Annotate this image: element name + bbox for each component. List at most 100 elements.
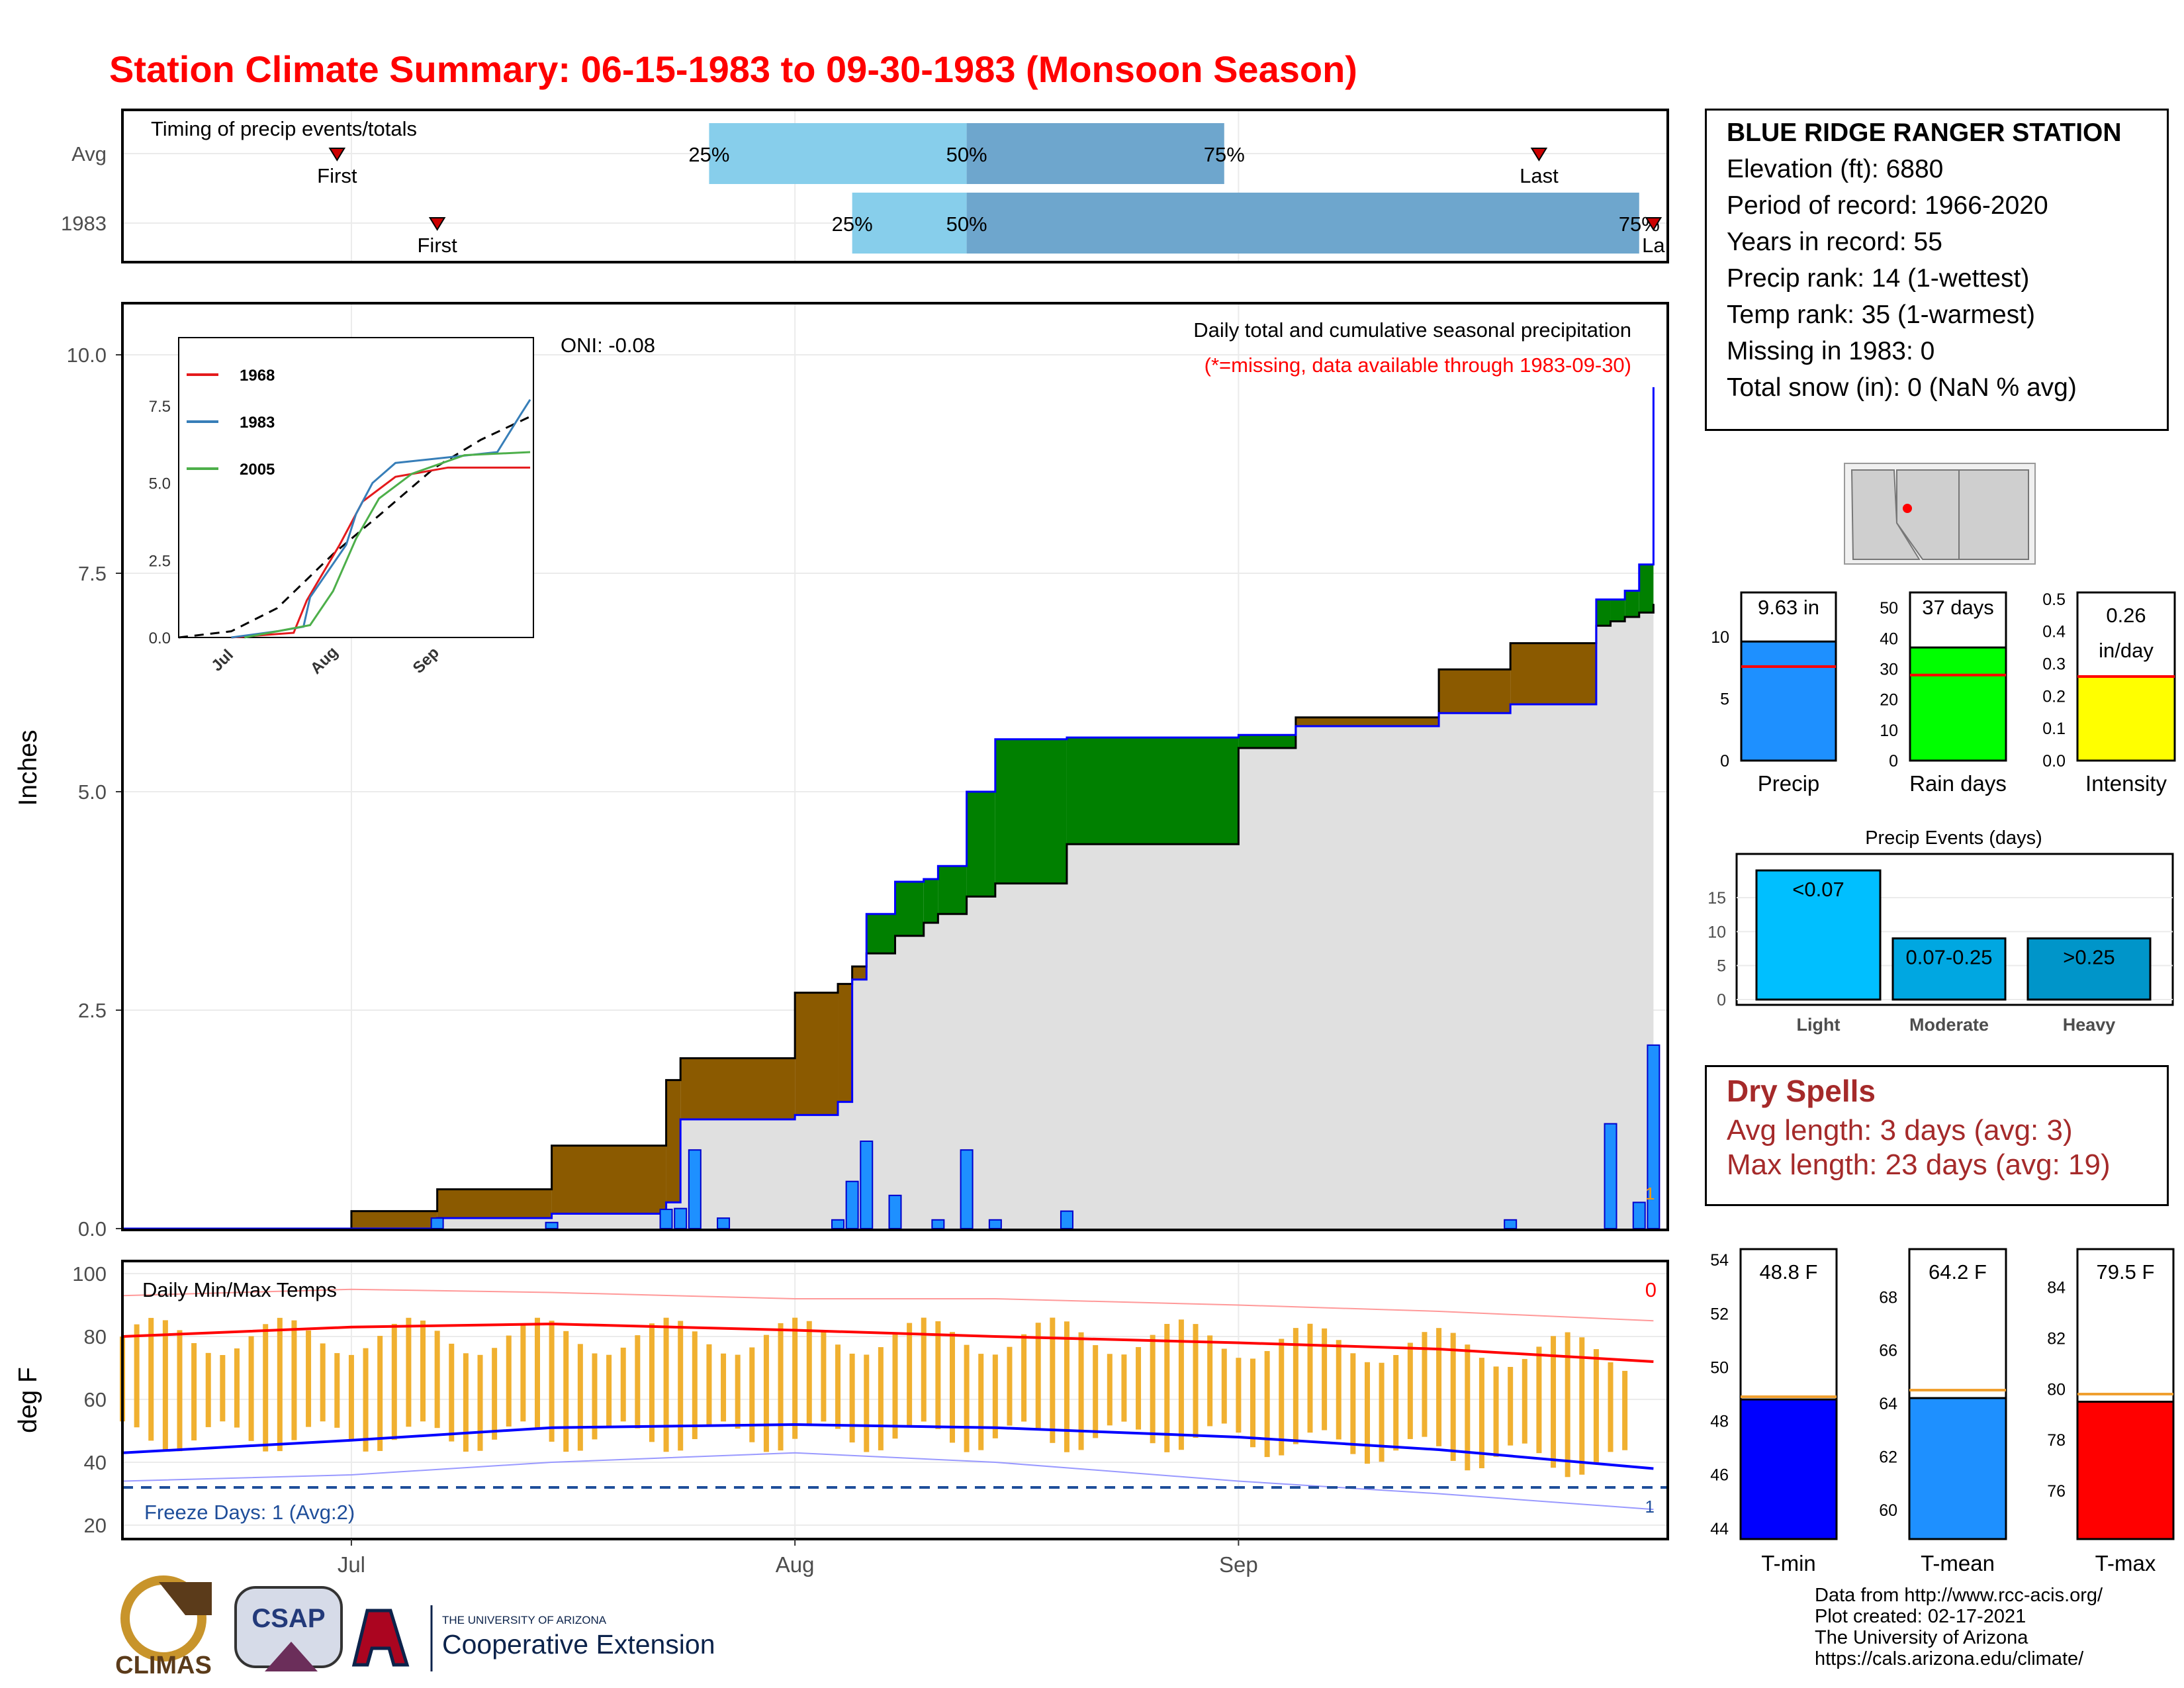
daily-temp-bar xyxy=(635,1335,641,1429)
daily-temp-bar xyxy=(291,1320,297,1440)
daily-precip-bar xyxy=(960,1149,974,1229)
summary-category-label: Intensity xyxy=(2085,771,2167,796)
surplus-area xyxy=(1639,564,1654,613)
temp-summary-bar xyxy=(2076,1401,2175,1540)
record-max-line xyxy=(122,1288,1654,1322)
summary-category-label: Rain days xyxy=(1909,771,2007,796)
daily-temp-bar xyxy=(763,1335,769,1452)
temp-summary-ytick: 60 xyxy=(1879,1501,1897,1520)
record-min-line xyxy=(122,1452,1654,1511)
daily-temp-bar xyxy=(864,1354,870,1452)
daily-temp-bar xyxy=(1250,1358,1256,1448)
surplus-area xyxy=(1596,599,1611,626)
temp-summary-value-label: 79.5 F xyxy=(2097,1260,2155,1284)
daily-temp-bar xyxy=(1307,1323,1313,1433)
temp-summary-value-label: 48.8 F xyxy=(1760,1260,1818,1284)
daily-temp-bar xyxy=(234,1348,240,1428)
daily-temp-bar xyxy=(692,1331,698,1440)
daily-temp-bar xyxy=(391,1323,397,1440)
temp-summary-category-label: T-mean xyxy=(1921,1551,1995,1575)
timing-label-50: 50% xyxy=(946,212,987,236)
surplus-area xyxy=(1610,599,1625,622)
climas-logo-ring xyxy=(120,1575,206,1662)
daily-temp-bar xyxy=(1593,1349,1599,1464)
daily-temp-bar xyxy=(1064,1321,1069,1452)
daily-temp-bar xyxy=(1050,1317,1056,1443)
map-state-west xyxy=(1850,469,1921,560)
daily-temp-bar xyxy=(1379,1362,1385,1462)
daily-temp-bar xyxy=(949,1332,955,1443)
daily-temp-bar xyxy=(1364,1362,1370,1464)
dry-spells-title: Dry Spells xyxy=(1727,1074,1876,1108)
daily-temp-bar xyxy=(620,1347,626,1422)
timing-label-75: 75% xyxy=(1204,143,1245,166)
event-value-label: >0.25 xyxy=(2063,946,2115,969)
precip-ytick: 7.5 xyxy=(78,562,107,585)
summary-category-label: Precip xyxy=(1758,771,1820,796)
station-precip-rank: Precip rank: 14 (1-wettest) xyxy=(1727,264,2030,293)
surplus-area xyxy=(923,879,938,923)
avg-cumulative-area xyxy=(122,604,1654,1229)
temp-summary-ytick: 62 xyxy=(1879,1448,1897,1466)
daily-temp-bar xyxy=(1350,1353,1356,1454)
daily-temp-bar xyxy=(1107,1354,1113,1426)
temp-summary-ytick: 48 xyxy=(1710,1413,1729,1431)
precip-panel-border xyxy=(121,302,1669,1231)
daily-temp-bar xyxy=(1422,1332,1428,1437)
daily-temp-bar xyxy=(1608,1362,1614,1452)
daily-temp-bar xyxy=(1207,1335,1213,1427)
dry-spells-max: Max length: 23 days (avg: 19) xyxy=(1727,1149,2111,1181)
daily-temp-bar xyxy=(277,1317,283,1452)
temp-count-low: 1 xyxy=(1645,1497,1655,1517)
temp-summary-category-label: T-max xyxy=(2095,1551,2156,1575)
daily-temp-bar xyxy=(1508,1366,1514,1446)
map-state-arizona xyxy=(1896,469,1960,560)
temp-summary-ytick: 54 xyxy=(1710,1251,1729,1270)
deficit-area xyxy=(437,1189,552,1219)
last-event-marker xyxy=(1530,148,1548,162)
temp-summary-ytick: 82 xyxy=(2047,1329,2066,1348)
events-ytick: 10 xyxy=(1707,923,1726,941)
deficit-area xyxy=(666,1080,681,1203)
daily-precip-bar xyxy=(1060,1210,1073,1229)
deficit-area xyxy=(1439,669,1511,714)
daily-temp-bar xyxy=(1193,1324,1199,1438)
station-location-dot xyxy=(1903,504,1912,513)
daily-temp-bar xyxy=(1021,1334,1027,1422)
daily-temp-bar xyxy=(134,1324,140,1428)
temp-summary-ytick: 76 xyxy=(2047,1482,2066,1501)
daily-temp-bar xyxy=(1479,1358,1484,1469)
precip-ytick: 0.0 xyxy=(78,1217,107,1241)
csap-logo-mountain xyxy=(265,1642,318,1671)
summary-value-label: 37 days xyxy=(1922,596,1994,619)
timing-label-50: 50% xyxy=(946,143,987,166)
daily-temp-bar xyxy=(520,1323,526,1422)
avg-min-line xyxy=(122,1423,1654,1470)
daily-temp-bar xyxy=(1007,1346,1013,1426)
inset-legend-label: 1983 xyxy=(240,414,275,432)
inset-ytick: 5.0 xyxy=(149,475,171,493)
daily-temp-bar xyxy=(1536,1346,1542,1454)
freeze-days-label: Freeze Days: 1 (Avg:2) xyxy=(144,1501,355,1524)
event-value-label: <0.07 xyxy=(1792,878,1844,901)
daily-temp-bar xyxy=(492,1348,498,1440)
deficit-area xyxy=(1510,643,1596,704)
precip-ytick: 5.0 xyxy=(78,780,107,804)
month-tick-label: Aug xyxy=(776,1552,815,1577)
deficit-area xyxy=(551,1145,666,1214)
daily-temp-bar xyxy=(1121,1354,1127,1422)
daily-temp-bar xyxy=(320,1343,326,1422)
temp-summary-ytick: 64 xyxy=(1879,1395,1897,1413)
daily-temp-bar xyxy=(1178,1319,1184,1450)
month-tick-label: Jul xyxy=(338,1552,365,1577)
summary-ytick: 0.1 xyxy=(2042,720,2066,738)
daily-temp-bar xyxy=(663,1317,669,1452)
daily-precip-bar xyxy=(430,1217,444,1230)
climas-logo-text: CLIMAS xyxy=(115,1652,212,1679)
inset-legend-label: 2005 xyxy=(240,461,275,479)
timing-bar-25-50 xyxy=(709,123,967,184)
summary-ytick: 0.5 xyxy=(2042,590,2066,609)
ua-logo-big-text: Cooperative Extension xyxy=(442,1629,715,1660)
temp-summary-ytick: 78 xyxy=(2047,1431,2066,1450)
timing-label-25: 25% xyxy=(688,143,729,166)
